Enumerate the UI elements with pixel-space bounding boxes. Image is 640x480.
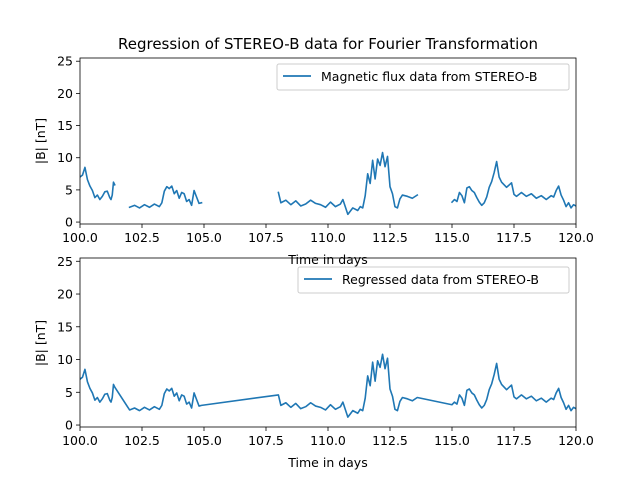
bottom-legend-box (297, 266, 570, 294)
bottom-x-ticks: 100.0 102.5 105.0 107.5 110.0 112.5 115.0 117.5… (62, 427, 594, 448)
top-x-tick-label: 117.5 (496, 230, 532, 245)
bottom-plot-area (80, 353, 576, 418)
top-legend: Magnetic flux data from STEREO-B (276, 63, 570, 91)
top-series-line (277, 151, 419, 216)
bottom-y-tick-label: 10 (57, 352, 73, 367)
top-plot-area (80, 151, 576, 216)
top-x-tick-label: 107.5 (248, 230, 284, 245)
bottom-x-tick-label: 117.5 (496, 433, 532, 448)
top-y-axis-label: |B| [nT] (33, 118, 48, 164)
bottom-x-tick-label: 105.0 (186, 433, 222, 448)
top-legend-label: Magnetic flux data from STEREO-B (321, 69, 537, 84)
bottom-x-tick-label: 120.0 (558, 433, 594, 448)
top-x-axis-label: Time in days (287, 252, 367, 267)
top-y-tick-label: 5 (65, 182, 73, 197)
top-legend-box (276, 63, 570, 91)
top-y-tick-label: 0 (65, 215, 73, 230)
bottom-y-tick-label: 5 (65, 385, 73, 400)
top-x-tick-label: 112.5 (372, 230, 408, 245)
top-y-tick-label: 15 (57, 118, 73, 133)
chart-title: Regression of STEREO-B data for Fourier … (118, 35, 538, 53)
top-series-line (450, 160, 576, 209)
bottom-x-tick-label: 100.0 (62, 433, 98, 448)
bottom-panel: 100.0 102.5 105.0 107.5 110.0 112.5 115.0 117.5… (33, 254, 594, 470)
bottom-legend-label: Regressed data from STEREO-B (342, 272, 539, 287)
top-x-tick-label: 102.5 (124, 230, 160, 245)
bottom-y-tick-label: 25 (57, 254, 73, 269)
bottom-x-tick-label: 102.5 (124, 433, 160, 448)
bottom-axes-frame (79, 257, 577, 428)
bottom-x-axis-label: Time in days (287, 455, 367, 470)
top-series-line (128, 185, 203, 209)
bottom-y-tick-label: 15 (57, 319, 73, 334)
bottom-y-axis-label: |B| [nT] (33, 320, 48, 366)
bottom-series-line (80, 353, 576, 418)
top-y-tick-label: 25 (57, 54, 73, 69)
top-x-ticks: 100.0 102.5 105.0 107.5 110.0 112.5 115.0 117.5… (62, 224, 594, 245)
bottom-x-tick-label: 107.5 (248, 433, 284, 448)
top-series-line (80, 166, 116, 201)
top-axes-frame (79, 57, 577, 225)
bottom-y-tick-label: 0 (65, 418, 73, 433)
top-y-ticks: 0 5 10 15 20 25 (57, 54, 80, 230)
top-x-tick-label: 110.0 (310, 230, 346, 245)
bottom-y-ticks: 0 5 10 15 20 25 (57, 254, 80, 433)
top-x-tick-label: 115.0 (434, 230, 470, 245)
bottom-x-tick-label: 110.0 (310, 433, 346, 448)
bottom-x-tick-label: 115.0 (434, 433, 470, 448)
bottom-x-tick-label: 112.5 (372, 433, 408, 448)
top-y-tick-label: 10 (57, 150, 73, 165)
top-x-tick-label: 120.0 (558, 230, 594, 245)
bottom-y-tick-label: 20 (57, 287, 73, 302)
bottom-legend: Regressed data from STEREO-B (297, 266, 570, 294)
top-y-tick-label: 20 (57, 86, 73, 101)
top-panel: 100.0 102.5 105.0 107.5 110.0 112.5 115.0 117.5… (33, 54, 594, 267)
top-x-tick-label: 105.0 (186, 230, 222, 245)
top-x-tick-label: 100.0 (62, 230, 98, 245)
